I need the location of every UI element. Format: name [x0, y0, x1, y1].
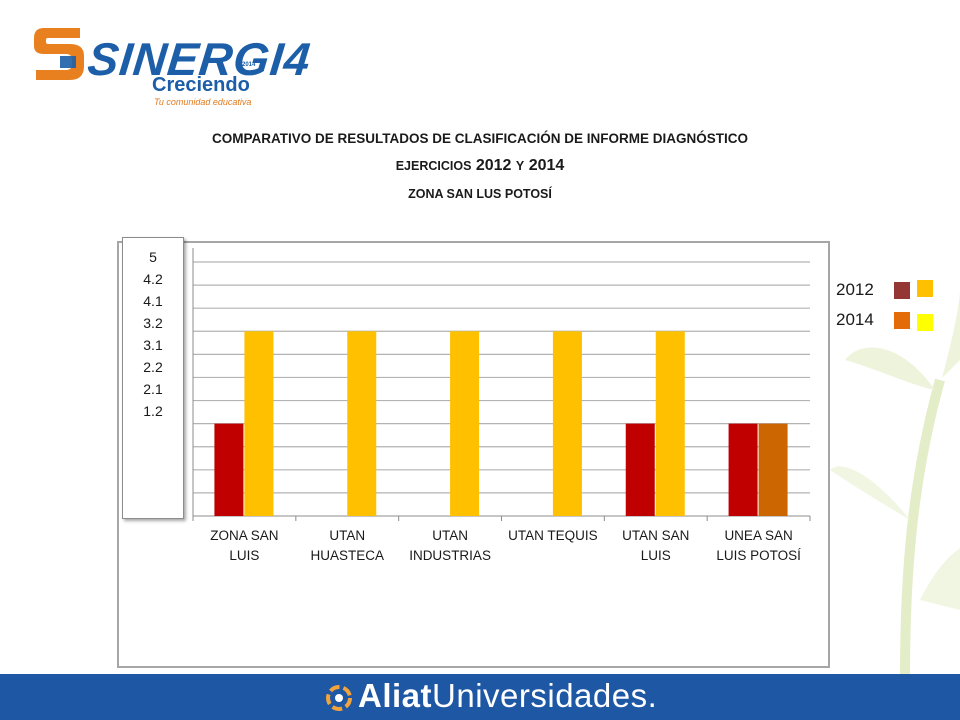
legend-label: 2012 — [836, 280, 874, 299]
aliat-logo-icon — [326, 685, 352, 711]
y-tick-label: 5 — [149, 249, 157, 265]
title-conj: Y — [515, 159, 525, 173]
x-tick-label: UTAN — [432, 528, 468, 543]
footer-brand: AliatUniversidades. — [358, 677, 657, 715]
legend-label: 2014 — [836, 310, 874, 329]
title-year-1: 2012 — [475, 157, 512, 174]
x-tick-label: UNEA SAN — [724, 528, 792, 543]
bar — [625, 423, 655, 516]
title-prefix: EJERCICIOS — [395, 159, 472, 173]
x-tick-label: ZONA SAN — [210, 528, 278, 543]
x-tick-label: LUIS POTOSÍ — [716, 548, 801, 563]
title-line-3: ZONA SAN LUS POTOSÍ — [408, 187, 552, 201]
bar — [244, 331, 274, 516]
bar — [347, 331, 377, 516]
y-tick-label: 3.1 — [143, 337, 163, 353]
slide-title: COMPARATIVO DE RESULTADOS DE CLASIFICACI… — [0, 128, 960, 204]
x-tick-label: LUIS — [641, 548, 671, 563]
logo-subtitle: Creciendo — [152, 74, 250, 96]
bar — [552, 331, 582, 516]
bar — [450, 331, 480, 516]
bar — [214, 423, 244, 516]
x-tick-label: UTAN — [329, 528, 365, 543]
y-tick-label: 3.2 — [143, 315, 163, 331]
x-tick-label: INDUSTRIAS — [409, 548, 491, 563]
x-tick-label: LUIS — [229, 548, 259, 563]
bar — [655, 331, 685, 516]
y-tick-label: 2.2 — [143, 359, 163, 375]
footer-brand-rest: Universidades. — [432, 677, 658, 714]
y-tick-label: 1.2 — [143, 403, 163, 419]
legend-swatch — [894, 282, 910, 299]
bar — [728, 423, 758, 516]
x-tick-label: UTAN TEQUIS — [508, 528, 598, 543]
footer-bar: AliatUniversidades. — [0, 674, 960, 720]
legend-swatch — [917, 314, 933, 331]
y-axis-label-box: 5 4.2 4.1 3.2 3.1 2.2 2.1 1.2 — [122, 237, 184, 519]
logo-year: 2014 — [242, 62, 256, 68]
legend-swatch — [894, 312, 910, 329]
logo-tagline: Tu comunidad educativa — [154, 97, 252, 107]
y-tick-label: 4.2 — [143, 271, 163, 287]
y-tick-label: 2.1 — [143, 381, 163, 397]
bar — [758, 423, 788, 516]
title-line-2: EJERCICIOS 2012 Y 2014 — [0, 156, 960, 176]
title-year-2: 2014 — [528, 157, 565, 174]
logo-s-mark-icon — [34, 28, 84, 80]
x-tick-label: HUASTECA — [310, 548, 384, 563]
footer-brand-bold: Aliat — [358, 677, 433, 714]
legend-swatch — [917, 280, 933, 297]
x-tick-label: UTAN SAN — [622, 528, 689, 543]
sinergia-logo: SINERGI4 2014 Creciendo Tu comunidad edu… — [30, 18, 313, 108]
title-line-1: COMPARATIVO DE RESULTADOS DE CLASIFICACI… — [211, 131, 748, 146]
y-tick-label: 4.1 — [143, 293, 163, 309]
